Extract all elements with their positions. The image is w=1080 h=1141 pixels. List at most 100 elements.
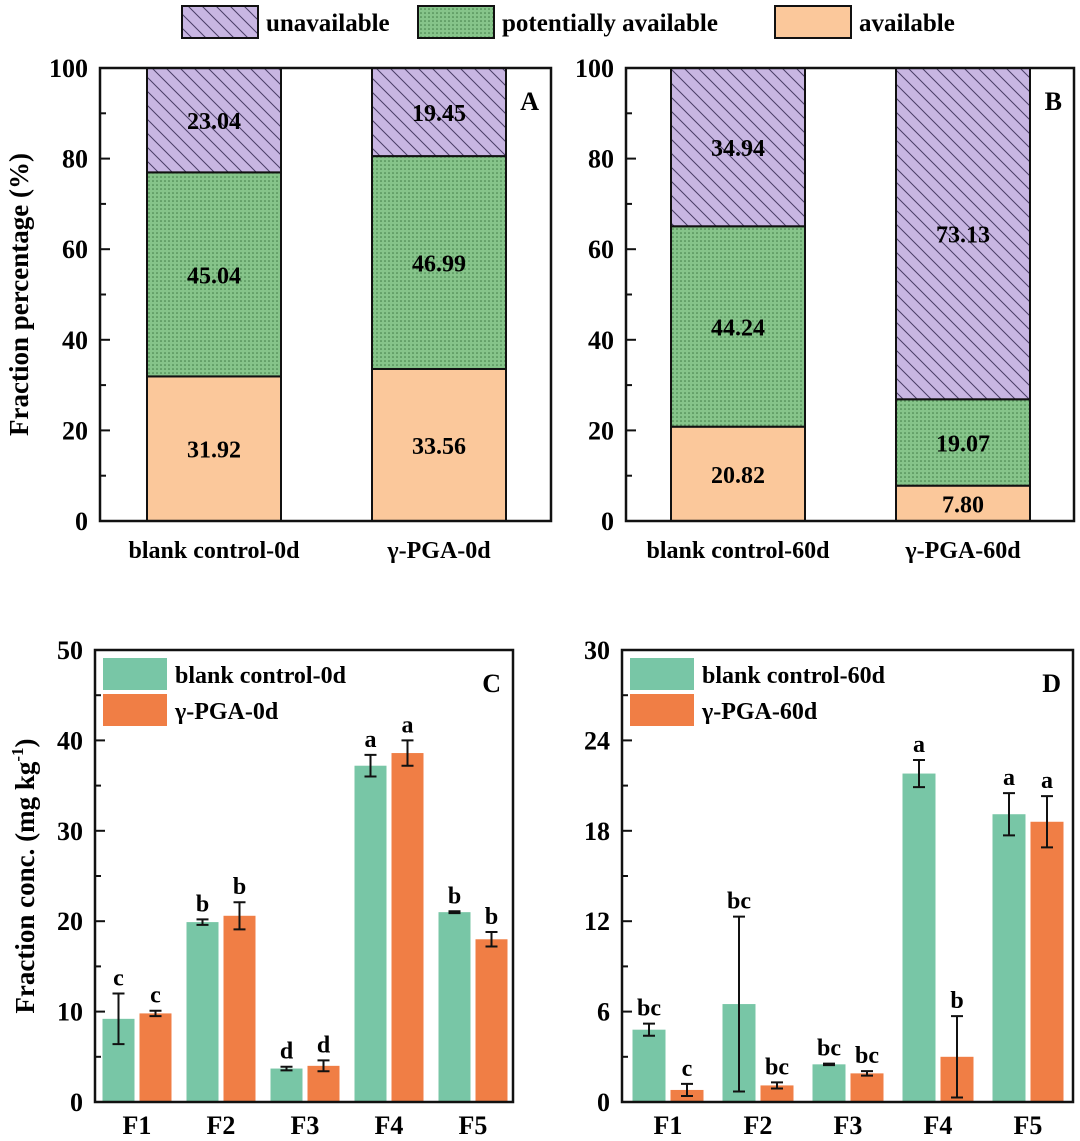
y-tick-label: 20	[588, 416, 614, 445]
legend-swatch-solid	[774, 5, 852, 39]
significance-letter: b	[485, 904, 498, 930]
y-tick-label: 100	[49, 54, 88, 83]
bar	[1030, 821, 1064, 1102]
y-tick-label: 0	[601, 507, 614, 536]
y-tick-label: 24	[584, 726, 610, 755]
bar	[902, 773, 936, 1102]
legend-label: blank control-60d	[702, 663, 886, 689]
bar	[270, 1068, 303, 1102]
x-tick-label: F4	[375, 1111, 404, 1140]
y-axis-label: Fraction percentage (%)	[4, 153, 34, 436]
error-bar	[913, 758, 925, 789]
bar	[391, 753, 424, 1102]
data-label: 19.45	[412, 101, 466, 127]
bar-segment-unavailable	[895, 67, 1031, 401]
y-tick-label: 30	[57, 817, 83, 846]
y-tick-label: 20	[57, 907, 83, 936]
legend-label: γ-PGA-60d	[701, 699, 818, 725]
y-tick-label: 20	[62, 416, 88, 445]
x-tick-label: blank control-60d	[647, 538, 831, 564]
significance-letter: bc	[637, 996, 661, 1022]
error-bar	[280, 1065, 293, 1072]
y-axis-label-text: Fraction percentage (%)	[4, 153, 34, 436]
data-label: 34.94	[711, 136, 765, 162]
significance-letter: d	[280, 1039, 294, 1065]
error-bar	[364, 753, 377, 778]
bar	[850, 1073, 884, 1102]
data-label: 20.82	[711, 463, 765, 489]
bar-segment-unavailable	[371, 67, 507, 158]
significance-letter: d	[317, 1032, 331, 1058]
significance-letter: a	[1041, 768, 1053, 794]
bar-segment-potentially-available	[146, 171, 282, 378]
legend-swatch-dots	[417, 5, 495, 39]
significance-letter: b	[950, 988, 963, 1014]
y-tick-label: 60	[62, 235, 88, 264]
significance-letter: a	[913, 732, 925, 758]
x-tick-label: F3	[834, 1111, 863, 1140]
bar	[992, 814, 1026, 1102]
x-tick-label: blank control-0d	[129, 538, 301, 564]
significance-letter: bc	[727, 889, 751, 915]
significance-letter: b	[233, 874, 246, 900]
significance-letter: a	[402, 712, 414, 738]
y-tick-label: 40	[57, 726, 83, 755]
data-label: 46.99	[412, 252, 466, 278]
y-tick-label: 0	[597, 1088, 610, 1117]
bar	[760, 1085, 794, 1102]
significance-letter: b	[448, 883, 461, 909]
panel-letter: D	[1042, 669, 1061, 698]
data-label: 7.80	[942, 492, 984, 518]
bar-segment-potentially-available	[670, 225, 806, 428]
panel-letter: B	[1045, 87, 1062, 116]
y-tick-label: 100	[575, 54, 614, 83]
error-bar	[149, 1009, 162, 1018]
bar-segment-available	[371, 367, 507, 522]
y-tick-label: 40	[62, 326, 88, 355]
panel-letter: C	[482, 669, 501, 698]
significance-letter: bc	[817, 1036, 841, 1062]
bar	[186, 922, 219, 1102]
error-bar	[1041, 795, 1053, 849]
y-axis-label-end: )	[10, 738, 40, 747]
y-tick-label: 80	[588, 145, 614, 174]
x-tick-label: F3	[291, 1111, 320, 1140]
panel-letter: A	[520, 87, 539, 116]
legend-label: potentially available	[502, 10, 718, 37]
bar-segment-potentially-available	[895, 398, 1031, 487]
y-tick-label: 0	[70, 1088, 83, 1117]
bar	[354, 765, 387, 1102]
y-tick-label: 18	[584, 817, 610, 846]
error-bar	[951, 1015, 963, 1099]
significance-letter: bc	[765, 1054, 789, 1080]
x-tick-label: F1	[123, 1111, 152, 1140]
legend-label: γ-PGA-0d	[174, 699, 279, 725]
significance-letter: c	[682, 1056, 693, 1082]
bar-segment-available	[146, 375, 282, 522]
x-tick-label: F5	[459, 1111, 488, 1140]
legend-label: available	[859, 10, 955, 37]
y-tick-label: 6	[597, 998, 610, 1027]
data-label: 44.24	[711, 315, 765, 341]
error-bar	[196, 918, 209, 926]
y-tick-label: 30	[584, 636, 610, 665]
data-label: 23.04	[187, 109, 241, 135]
significance-letter: a	[365, 727, 377, 753]
error-bar	[861, 1070, 873, 1077]
significance-letter: a	[1003, 765, 1015, 791]
x-tick-label: F1	[654, 1111, 683, 1140]
bar-segment-unavailable	[670, 67, 806, 228]
error-bar	[485, 931, 498, 948]
data-label: 73.13	[936, 223, 990, 249]
x-tick-label: F5	[1014, 1111, 1043, 1140]
error-bar	[317, 1059, 330, 1073]
significance-letter: c	[113, 966, 124, 992]
legend-swatch	[103, 658, 167, 690]
error-bar	[401, 739, 414, 767]
legend-swatch-hatch	[181, 5, 259, 39]
x-tick-label: F2	[744, 1111, 773, 1140]
bar-segment-available	[670, 425, 806, 522]
